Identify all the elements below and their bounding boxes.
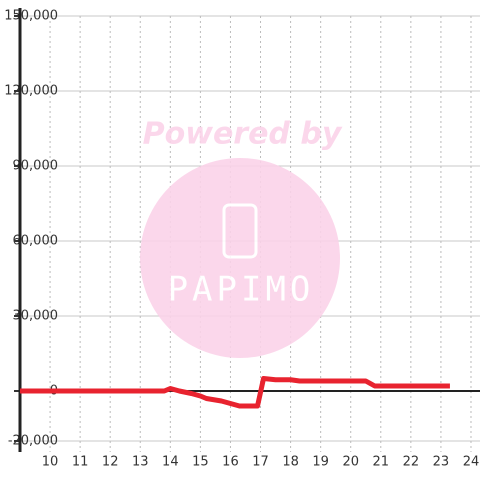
x-tick-label: 14 [162, 455, 179, 470]
y-tick-label: 60,000 [13, 234, 59, 249]
x-tick-label: 16 [222, 455, 239, 470]
x-tick-label: 12 [102, 455, 119, 470]
y-tick-label: -20,000 [8, 434, 58, 449]
y-tick-label: 120,000 [4, 84, 58, 99]
x-tick-label: 21 [373, 455, 390, 470]
watermark-text: Powered by [143, 117, 343, 152]
x-tick-label: 19 [312, 455, 329, 470]
watermark-phone [222, 203, 258, 259]
x-tick-label: 11 [72, 455, 89, 470]
watermark: Powered by PAPIMO [140, 117, 343, 358]
x-tick-label: 10 [42, 455, 59, 470]
x-tick-label: 22 [403, 455, 420, 470]
x-tick-label: 15 [192, 455, 209, 470]
y-tick-label: 30,000 [13, 309, 59, 324]
x-tick-label: 18 [282, 455, 299, 470]
y-tick-label: 90,000 [13, 159, 59, 174]
x-tick-label: 17 [252, 455, 269, 470]
x-tick-label: 24 [463, 455, 480, 470]
data-line [20, 376, 450, 409]
x-tick-label: 13 [132, 455, 149, 470]
watermark-logo: PAPIMO [168, 270, 315, 310]
plot: -20,000030,00060,00090,000120,000150,000… [4, 8, 480, 470]
x-tick-label: 20 [342, 455, 359, 470]
x-tick-label: 23 [433, 455, 450, 470]
y-tick-label: 150,000 [4, 9, 58, 24]
